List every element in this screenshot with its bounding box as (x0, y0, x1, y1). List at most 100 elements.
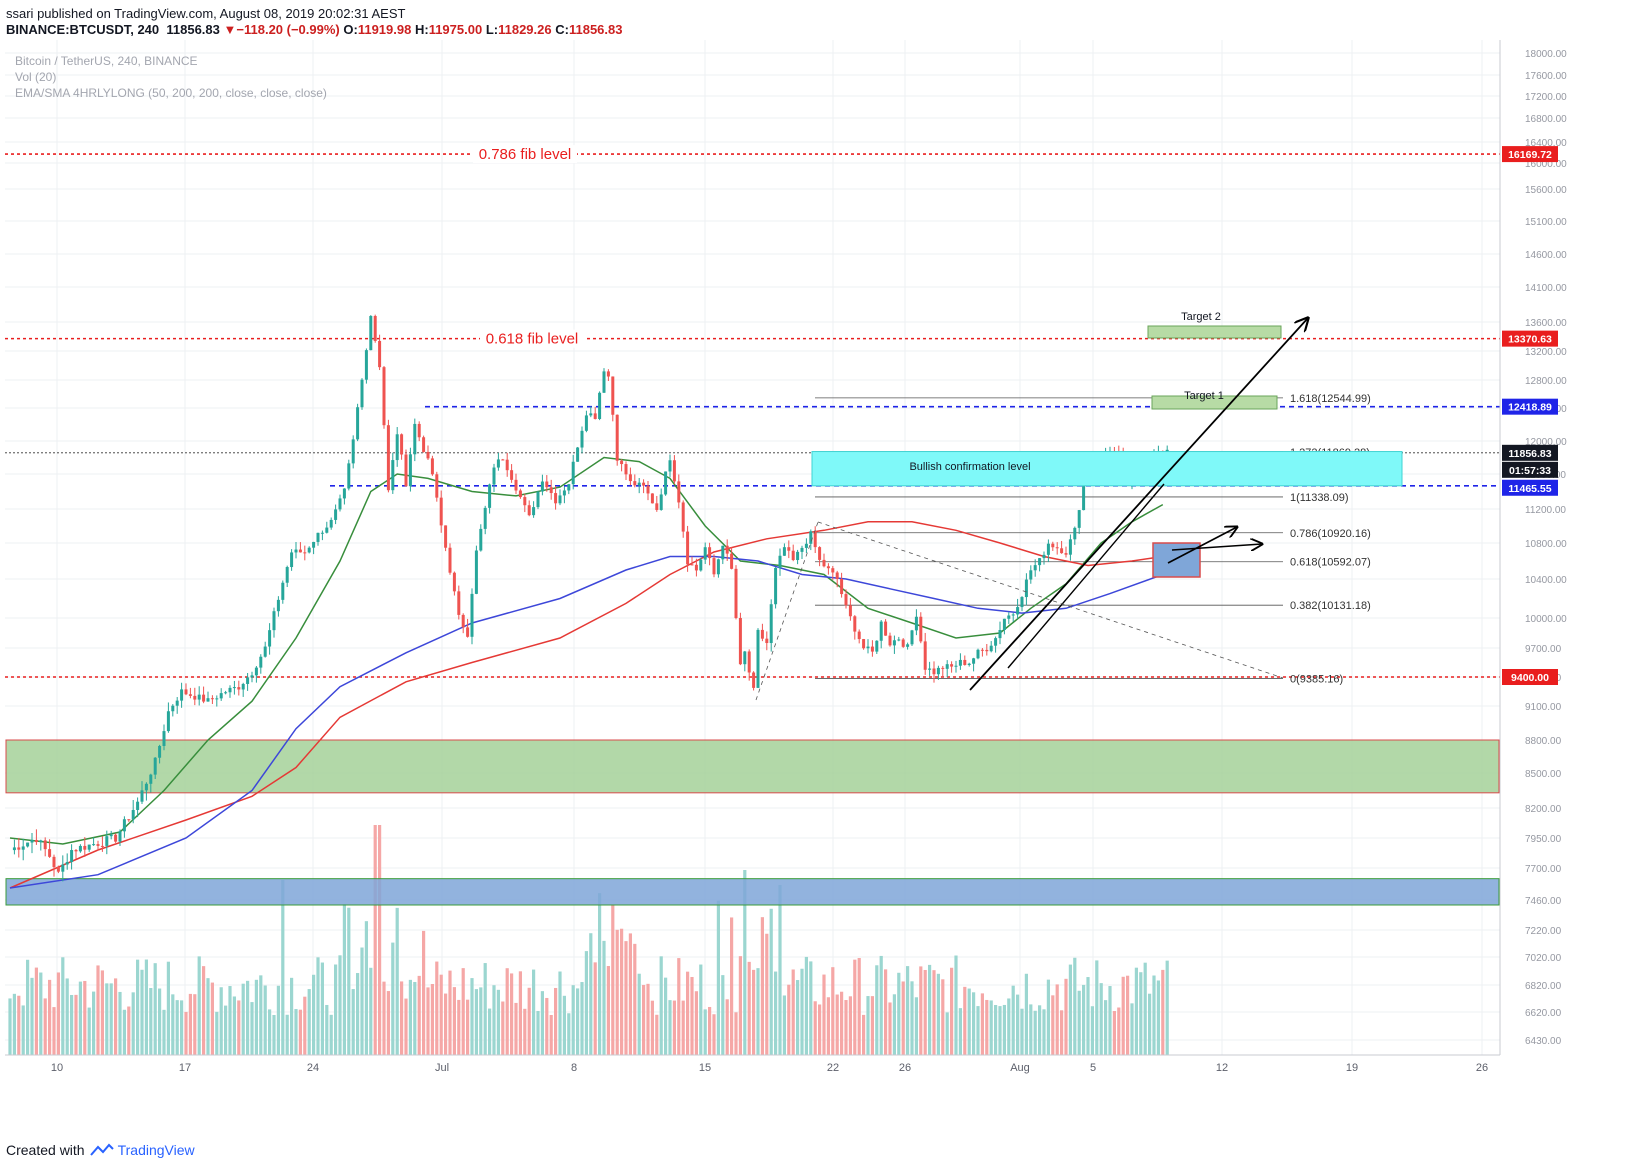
fib-label: 0.618(10592.07) (1290, 557, 1371, 569)
candle-body (373, 315, 377, 341)
volume-bar (351, 989, 355, 1055)
volume-bar (606, 966, 610, 1055)
volume-bar (958, 1008, 962, 1055)
candle-body (263, 646, 267, 657)
volume-bar (857, 958, 861, 1055)
volume-bar (136, 959, 140, 1055)
drawings: Bullish confirmation level Target 1 Target… (755, 311, 1403, 701)
candle-body (518, 490, 522, 498)
candle-body (171, 705, 175, 712)
volume-bar (56, 972, 60, 1055)
volume-bar (1121, 976, 1125, 1055)
volume-bar (276, 985, 280, 1055)
candle-body (536, 491, 540, 508)
y-tick-label: 6820.00 (1525, 981, 1562, 992)
volume-bar (602, 940, 606, 1055)
candle-body (1051, 543, 1055, 548)
candle-body (87, 844, 91, 850)
candle-body (505, 459, 509, 471)
volume-bar (127, 1006, 131, 1055)
volume-bar (259, 975, 263, 1055)
tradingview-brand[interactable]: TradingView (117, 1142, 195, 1158)
candle-body (853, 616, 857, 632)
candle-body (78, 845, 82, 852)
price-label: 16169.72 (1508, 149, 1552, 161)
candle-body (210, 698, 214, 700)
price-label: 11856.83 (1508, 448, 1551, 460)
volume-bar (188, 993, 192, 1055)
candle-body (760, 629, 764, 639)
candle-body (408, 454, 412, 487)
candle-body (782, 547, 786, 556)
volume-bar (1068, 964, 1072, 1055)
volume-bar (386, 991, 390, 1055)
candle-body (945, 664, 949, 669)
candle-body (496, 459, 500, 468)
volume-bar (378, 825, 382, 1055)
price-axis-bg (1500, 40, 1638, 1055)
volume-bar (1038, 1005, 1042, 1055)
candle-body (461, 614, 465, 628)
candle-body (655, 503, 659, 510)
candle-body (404, 454, 408, 487)
candle-body (606, 371, 610, 377)
candle-body (1011, 614, 1015, 616)
volume-bar (316, 957, 320, 1055)
volume-bar (373, 825, 377, 1055)
volume-bar (1108, 986, 1112, 1055)
volume-bar (12, 993, 16, 1055)
volume-bar (422, 930, 426, 1055)
created-with: Created with (6, 1142, 85, 1158)
candle-body (672, 460, 676, 482)
volume-bar (593, 962, 597, 1055)
candle-body (624, 464, 628, 475)
user-name[interactable]: ssari (6, 6, 34, 21)
candle-body (457, 591, 461, 615)
volume-bar (752, 969, 756, 1055)
time-axis[interactable]: 10 17 24 Jul 8 15 22 26 Aug 5 12 19 26 (5, 1054, 1500, 1074)
volume-bar (703, 1009, 707, 1055)
candle-body (290, 552, 294, 568)
volume-bar (523, 1008, 527, 1055)
candle-body (844, 594, 848, 606)
volume-bar (765, 933, 769, 1055)
target-1-box (1151, 395, 1278, 410)
candle-body (48, 849, 52, 857)
y-tick-label: 6430.00 (1525, 1036, 1562, 1047)
price-label-bg (1502, 444, 1558, 461)
volume-bar (492, 985, 496, 1055)
volume-bar (105, 983, 109, 1055)
candle-body (83, 845, 87, 850)
candle-body (826, 566, 830, 569)
candle-body (835, 572, 839, 579)
volume-bar (699, 964, 703, 1055)
volume-bar (250, 1002, 254, 1055)
candle-body (215, 698, 219, 700)
candle-body (188, 694, 192, 696)
y-tick-label: 7950.00 (1525, 834, 1562, 845)
volume-bar (738, 956, 742, 1055)
candle-body (237, 687, 241, 690)
candle-body (351, 439, 355, 464)
y-tick-label: 12800.00 (1525, 376, 1567, 387)
candle-body (809, 531, 813, 544)
volume-bar (989, 1000, 993, 1055)
legend-indicator[interactable]: EMA/SMA 4HRLYLONG (50, 200, 200, close, … (15, 86, 327, 100)
volume-bar (721, 975, 725, 1055)
candle-body (246, 677, 250, 684)
candle-body (360, 379, 364, 408)
price-label: 13370.63 (1508, 334, 1552, 346)
chart-header: ssari published on TradingView.com, Augu… (0, 0, 1638, 40)
legend-volume[interactable]: Vol (20) (15, 70, 57, 84)
candle-body (668, 460, 672, 472)
candle-body (593, 413, 597, 419)
volume-bar (281, 880, 285, 1055)
candle-body (1068, 539, 1072, 555)
volume-bar (298, 1009, 302, 1055)
volume-bar (1046, 979, 1050, 1055)
candle-body (615, 414, 619, 461)
candle-body (708, 547, 712, 559)
price-axis[interactable]: 6430.00 6620.00 6820.00 7020.00 7220.00 7460.… (1499, 40, 1638, 1055)
legend-series[interactable]: Bitcoin / TetherUS, 240, BINANCE (15, 54, 198, 68)
